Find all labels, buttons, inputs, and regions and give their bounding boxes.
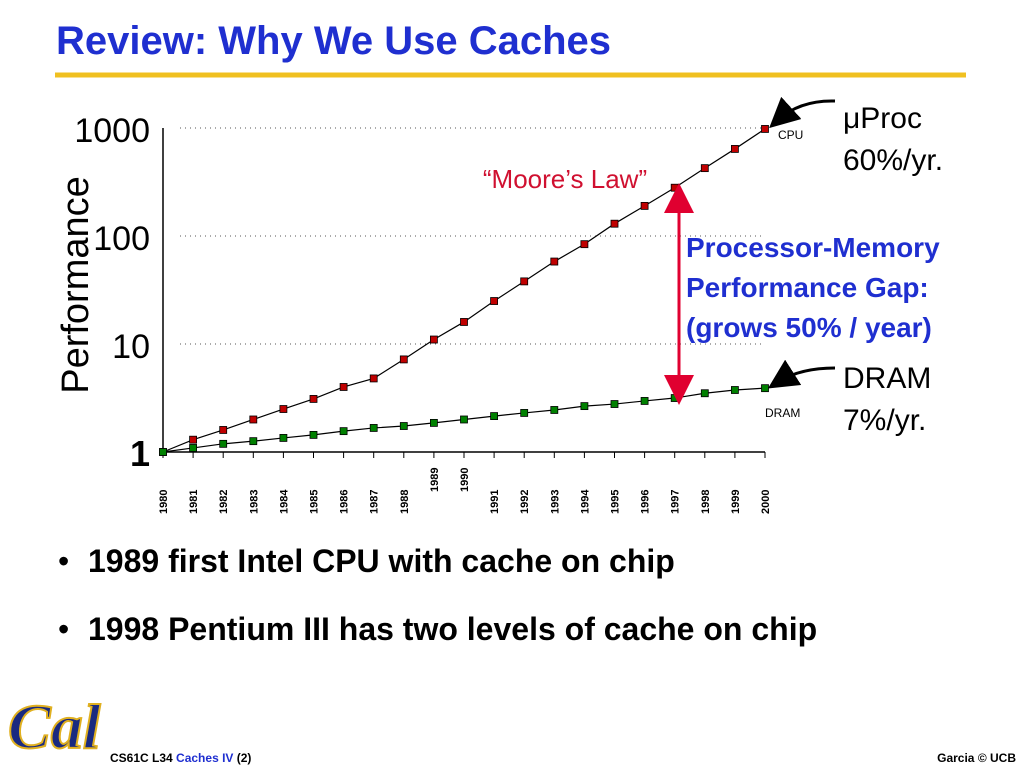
logo: Cal xyxy=(8,691,101,762)
data-point xyxy=(640,201,649,210)
data-point xyxy=(429,335,438,344)
x-tick-label: 1999 xyxy=(730,490,742,514)
x-tick-label: 1981 xyxy=(188,490,200,514)
data-point xyxy=(550,257,559,266)
x-tick-label: 1998 xyxy=(700,490,712,514)
x-tick-label: 1986 xyxy=(339,490,351,514)
x-tick-label: 1996 xyxy=(640,490,652,514)
annotation: 7%/yr. xyxy=(843,404,926,437)
annotation: DRAM xyxy=(843,362,931,395)
x-tick-label: 1984 xyxy=(278,489,290,514)
series-line xyxy=(162,128,766,453)
footer: Garcia © UCB xyxy=(937,751,1016,765)
data-point xyxy=(369,424,378,432)
data-point xyxy=(610,400,619,408)
y-tick-label: 1000 xyxy=(74,112,150,150)
data-point xyxy=(520,277,529,286)
data-point xyxy=(279,405,288,413)
data-point xyxy=(670,183,679,192)
y-axis-label: Performance xyxy=(55,176,97,394)
x-tick-label: 1987 xyxy=(369,490,381,514)
data-point xyxy=(460,415,468,424)
data-point xyxy=(670,394,679,402)
footer: CS61C L34 Caches IV (2) xyxy=(110,751,251,765)
pointer-arrow xyxy=(767,359,836,389)
pointer-arrow xyxy=(769,96,836,129)
data-point xyxy=(761,384,769,393)
data-point xyxy=(460,318,468,326)
data-point xyxy=(399,355,408,364)
x-tick-label: 1980 xyxy=(158,490,170,514)
data-point xyxy=(520,409,529,417)
data-point xyxy=(279,434,288,442)
bullet: • xyxy=(58,611,69,647)
data-point xyxy=(219,439,228,448)
x-tick-label: 1985 xyxy=(309,490,321,514)
x-tick-label: 1995 xyxy=(610,490,622,514)
series-label: CPU xyxy=(778,128,803,142)
data-point xyxy=(189,444,198,452)
data-point xyxy=(369,374,378,383)
x-tick-label: 1983 xyxy=(248,490,260,514)
data-point xyxy=(249,415,258,424)
data-point xyxy=(610,219,619,228)
data-point xyxy=(159,448,167,456)
data-point xyxy=(550,406,559,414)
data-point xyxy=(399,422,408,430)
annotation: “Moore’s Law” xyxy=(483,164,647,194)
x-tick-label: 1982 xyxy=(218,490,230,514)
x-tick-label: 1989 xyxy=(429,468,441,492)
plot: 1 10 100 1000 1980 1981 1982 1983 1984 1985 1986 19… xyxy=(74,112,772,514)
y-tick-label: 10 xyxy=(112,328,150,366)
data-point xyxy=(339,427,348,436)
y-tick-label: 1 xyxy=(130,433,150,474)
annotation: Performance Gap: xyxy=(686,272,929,303)
x-tick-label: 1990 xyxy=(459,468,471,492)
x-tick-label: 1993 xyxy=(549,490,561,514)
slide-title: Review: Why We Use Caches xyxy=(56,19,611,63)
data-point xyxy=(309,430,318,439)
x-tick-label: 1997 xyxy=(670,490,682,514)
data-point xyxy=(731,145,739,153)
x-tick-label: 1988 xyxy=(399,490,411,514)
bullet: • xyxy=(58,543,69,579)
data-point xyxy=(580,240,589,249)
data-point xyxy=(309,395,318,403)
bullet-text: 1998 Pentium III has two levels of cache… xyxy=(88,611,817,647)
data-point xyxy=(219,426,228,434)
x-tick-label: 1992 xyxy=(519,490,531,514)
annotation: Processor-Memory xyxy=(686,232,940,263)
y-tick-label: 100 xyxy=(93,220,150,258)
data-point xyxy=(580,402,589,411)
data-point xyxy=(429,418,438,427)
data-point xyxy=(700,389,709,398)
bullet-text: 1989 first Intel CPU with cache on chip xyxy=(88,543,675,579)
x-tick-label: 1994 xyxy=(579,489,591,514)
annotation: (grows 50% / year) xyxy=(686,312,932,343)
x-tick-label: 2000 xyxy=(760,490,772,514)
data-point xyxy=(490,412,499,420)
series-label: DRAM xyxy=(765,406,800,420)
data-point xyxy=(640,397,649,405)
data-point xyxy=(761,125,769,133)
data-point xyxy=(700,164,709,173)
data-point xyxy=(249,437,258,446)
data-point xyxy=(339,383,348,391)
data-point xyxy=(490,297,499,305)
annotation: μProc xyxy=(843,102,922,135)
annotation: 60%/yr. xyxy=(843,144,943,177)
data-point xyxy=(189,435,198,444)
x-tick-label: 1991 xyxy=(489,490,501,514)
data-point xyxy=(731,386,739,394)
